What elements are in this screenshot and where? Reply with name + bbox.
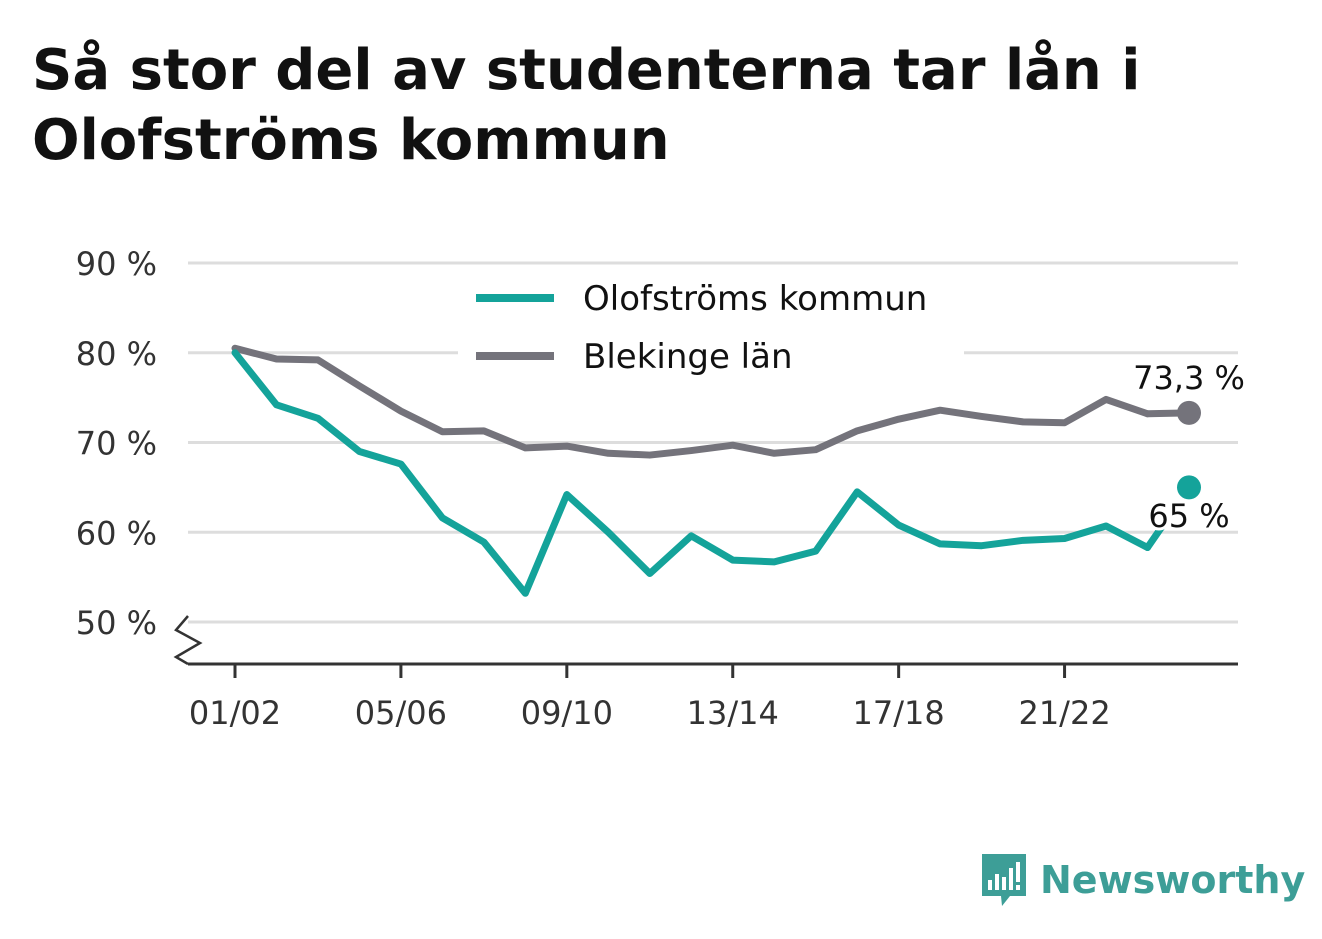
- chart-title: Så stor del av studenterna tar lån i Olo…: [32, 38, 1141, 173]
- grid-lines: [188, 261, 1238, 624]
- newsworthy-icon: [982, 854, 1026, 906]
- y-tick-label: 70 %: [76, 425, 157, 463]
- end-point-marker: [1177, 475, 1201, 500]
- x-tick-label: 01/02: [189, 694, 281, 732]
- legend-label: Olofströms kommun: [583, 279, 927, 319]
- brand-logo: Newsworthy: [980, 850, 1305, 910]
- series-line-segment: [1144, 522, 1166, 552]
- end-value-label: 65 %: [1148, 497, 1229, 535]
- x-tick-label: 17/18: [853, 694, 945, 732]
- legend-background: [458, 268, 964, 386]
- y-tick-label: 80 %: [76, 335, 157, 373]
- brand-name: Newsworthy: [1040, 858, 1306, 902]
- x-tick-label: 09/10: [521, 694, 613, 732]
- x-tick-label: 21/22: [1018, 694, 1110, 732]
- end-point-marker: [1177, 400, 1201, 425]
- x-axis: 01/02 05/06 09/10 13/14 17/18 21/22: [173, 615, 1238, 732]
- series-line: [231, 344, 1152, 459]
- end-labels: 73,3 % 65 %: [1130, 356, 1248, 538]
- legend: Olofströms kommun Blekinge län: [458, 268, 964, 386]
- x-tick-label: 13/14: [687, 694, 779, 732]
- end-value-label: 73,3 %: [1133, 359, 1245, 397]
- y-axis-ticks: 50 % 60 % 70 % 80 % 90 %: [76, 245, 157, 642]
- legend-label: Blekinge län: [583, 337, 793, 377]
- y-tick-label: 90 %: [76, 245, 157, 283]
- y-tick-label: 60 %: [76, 514, 157, 552]
- axis-break-icon: [173, 615, 203, 666]
- series-line: [231, 349, 1152, 597]
- y-tick-label: 50 %: [76, 604, 157, 642]
- x-tick-label: 05/06: [355, 694, 447, 732]
